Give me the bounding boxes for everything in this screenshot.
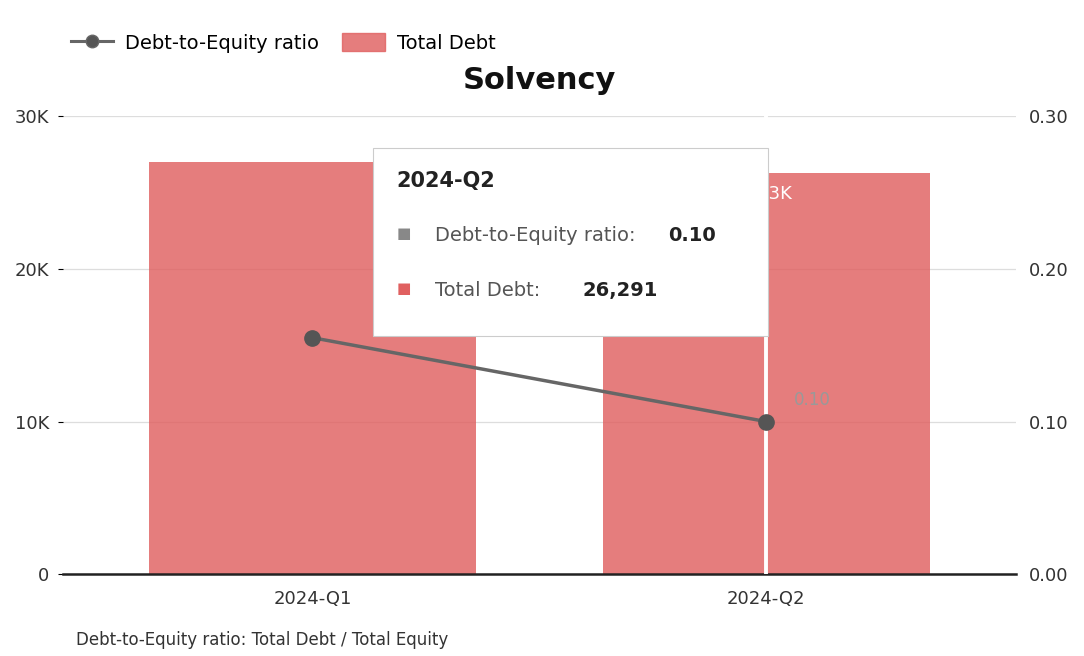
Text: ■: ■ — [397, 226, 411, 241]
Text: ■: ■ — [397, 281, 411, 297]
Legend: Debt-to-Equity ratio, Total Debt: Debt-to-Equity ratio, Total Debt — [63, 26, 503, 60]
Title: Solvency: Solvency — [463, 66, 616, 94]
Text: 0.10: 0.10 — [668, 226, 715, 245]
Text: 26.3K: 26.3K — [740, 185, 792, 203]
Text: Debt-to-Equity ratio: Total Debt / Total Equity: Debt-to-Equity ratio: Total Debt / Total… — [76, 632, 448, 649]
Text: 26,291: 26,291 — [582, 281, 658, 300]
Text: Debt-to-Equity ratio:: Debt-to-Equity ratio: — [435, 226, 642, 245]
Text: 2024-Q2: 2024-Q2 — [397, 171, 495, 192]
Bar — [149, 162, 476, 574]
FancyBboxPatch shape — [373, 148, 769, 336]
Text: Total Debt:: Total Debt: — [435, 281, 546, 300]
Text: 0.10: 0.10 — [793, 392, 830, 409]
Bar — [603, 173, 930, 574]
